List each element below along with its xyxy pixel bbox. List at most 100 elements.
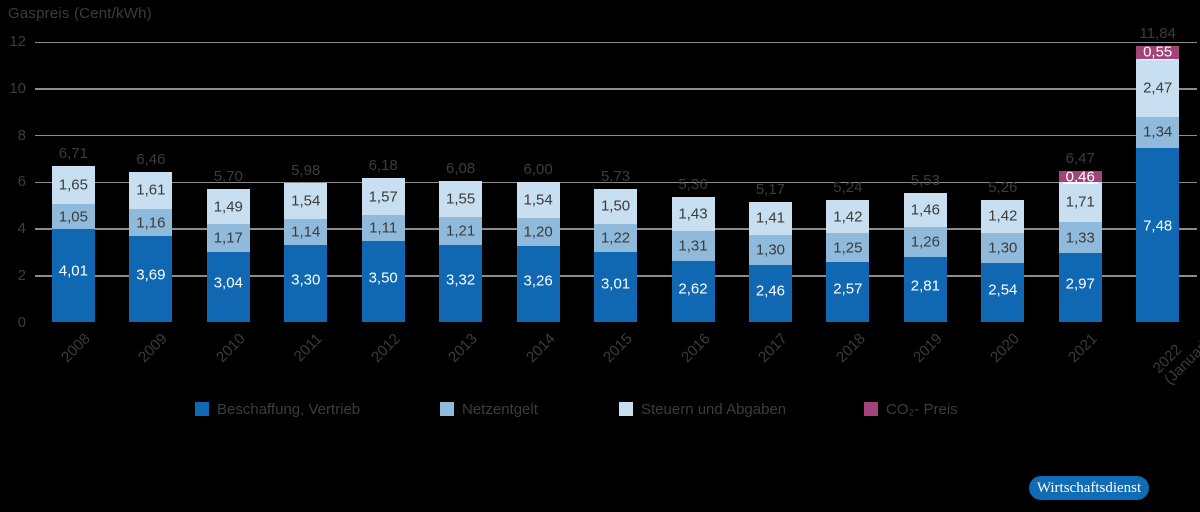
segment-value-label: 1,46 — [910, 201, 940, 219]
y-tick-label: 12 — [9, 33, 26, 51]
bar-total-label: 11,84 — [1139, 25, 1176, 43]
segment-value-label: 1,33 — [1065, 229, 1095, 247]
segment-value-label: 2,47 — [1143, 79, 1173, 97]
segment-value-label: 1,31 — [678, 237, 708, 255]
segment-value-label: 2,54 — [988, 281, 1018, 299]
gridline — [35, 88, 1197, 90]
gridline — [35, 41, 1197, 44]
bar-segment-beschaffung: 2,54 — [981, 263, 1025, 323]
segment-value-label: 1,42 — [833, 208, 863, 226]
y-tick-label: 4 — [17, 220, 26, 238]
segment-value-label: 1,21 — [446, 222, 476, 240]
gridline — [35, 181, 1197, 184]
segment-value-label: 1,57 — [368, 188, 398, 206]
bar-total-label: 5,98 — [291, 161, 321, 179]
segment-value-label: 0,46 — [1065, 168, 1095, 186]
y-tick-label: 6 — [17, 173, 26, 191]
bar-segment-steuern: 1,42 — [981, 199, 1025, 233]
bar-total-label: 5,24 — [833, 179, 863, 197]
bar-segment-steuern: 1,65 — [51, 165, 95, 205]
bar-segment-beschaffung: 3,04 — [206, 251, 250, 323]
bar-segment-steuern: 1,55 — [439, 180, 483, 217]
bar-total-label: 5,26 — [988, 178, 1018, 196]
bar-segment-steuern: 1,61 — [129, 171, 173, 210]
bar-total-label: 5,36 — [678, 176, 708, 194]
gridline — [35, 134, 1197, 137]
legend-item-co2: CO₂- Preis — [864, 401, 958, 418]
bar-total-label: 6,08 — [446, 159, 476, 177]
bar-segment-netzentgelt: 1,16 — [129, 209, 173, 237]
bar-total-label: 5,17 — [755, 180, 786, 198]
segment-value-label: 1,30 — [755, 241, 786, 259]
bar-segment-steuern: 1,57 — [361, 178, 405, 215]
segment-value-label: 1,42 — [988, 207, 1018, 225]
bar-total-label: 6,00 — [523, 161, 553, 179]
bar-segment-netzentgelt: 1,34 — [1136, 116, 1180, 148]
bar-total-label: 5,73 — [600, 167, 631, 185]
segment-value-label: 1,17 — [213, 229, 243, 247]
segment-value-label: 3,26 — [523, 272, 553, 290]
bar-segment-netzentgelt: 1,33 — [1058, 222, 1102, 254]
bar-segment-steuern: 1,46 — [903, 193, 947, 228]
bar-segment-beschaffung: 3,32 — [439, 244, 483, 323]
segment-value-label: 1,11 — [369, 219, 398, 237]
bar-segment-beschaffung: 2,81 — [903, 256, 947, 323]
bar-segment-beschaffung: 7,48 — [1136, 147, 1180, 323]
x-tick-text: 2008 — [58, 330, 94, 366]
bar-segment-beschaffung: 3,50 — [361, 240, 405, 323]
bar-segment-netzentgelt: 1,31 — [671, 230, 715, 262]
segment-value-label: 7,48 — [1143, 217, 1173, 235]
bar-segment-co2: 0,46 — [1058, 169, 1102, 184]
x-tick-text: 2010 — [212, 330, 249, 366]
legend-swatch — [195, 402, 209, 416]
bar-segment-steuern: 1,49 — [206, 189, 250, 225]
segment-value-label: 1,34 — [1143, 123, 1173, 141]
segment-value-label: 3,69 — [136, 266, 166, 284]
legend-label: Beschaffung, Vertrieb — [217, 400, 361, 418]
segment-value-label: 1,43 — [678, 205, 708, 223]
legend-item-steuern: Steuern und Abgaben — [619, 401, 786, 418]
x-tick-text: 2013 — [445, 330, 481, 366]
segment-value-label: 1,50 — [600, 197, 631, 215]
segment-value-label: 2,62 — [678, 280, 708, 298]
segment-value-label: 3,01 — [600, 275, 631, 293]
bar-segment-netzentgelt: 1,20 — [516, 218, 560, 247]
segment-value-label: 1,26 — [910, 233, 940, 251]
bar-segment-netzentgelt: 1,05 — [51, 204, 95, 229]
co2-label-underline — [1062, 182, 1098, 184]
bar-segment-netzentgelt: 1,30 — [748, 234, 792, 266]
y-tick-label: 0 — [17, 313, 26, 331]
segment-value-label: 2,81 — [910, 277, 940, 295]
x-tick-text: 2021 — [1064, 330, 1101, 366]
wirtschaftsdienst-badge: Wirtschaftsdienst — [1029, 476, 1149, 500]
segment-value-label: 1,20 — [523, 223, 553, 241]
bar-segment-beschaffung: 3,01 — [594, 252, 638, 323]
x-tick-text: 2009 — [135, 330, 172, 366]
segment-value-label: 1,65 — [58, 176, 88, 194]
y-tick-label: 10 — [9, 80, 26, 97]
x-tick-text: 2011 — [291, 330, 327, 366]
bar-segment-steuern: 1,41 — [748, 201, 792, 235]
bar-segment-netzentgelt: 1,21 — [439, 216, 483, 245]
bar-segment-beschaffung: 4,01 — [51, 228, 95, 323]
chart-title: Gaspreis (Cent/kWh) — [8, 5, 152, 22]
segment-value-label: 1,54 — [291, 192, 321, 210]
x-tick-text: 2014 — [522, 330, 559, 366]
y-tick-label: 2 — [17, 266, 26, 284]
bar-total-label: 5,70 — [213, 168, 243, 186]
segment-value-label: 0,55 — [1143, 43, 1173, 61]
bar-segment-steuern: 1,71 — [1058, 182, 1102, 223]
bar-segment-steuern: 1,50 — [594, 188, 638, 224]
legend-item-netzentgelt: Netzentgelt — [440, 401, 538, 418]
bar-segment-beschaffung: 3,30 — [284, 245, 328, 323]
bar-total-label: 6,47 — [1065, 150, 1095, 168]
bar-total-label: 6,46 — [136, 150, 166, 168]
segment-value-label: 1,14 — [291, 223, 321, 241]
segment-value-label: 1,30 — [988, 239, 1018, 257]
segment-value-label: 2,46 — [755, 282, 786, 300]
bar-segment-netzentgelt: 1,17 — [206, 224, 250, 252]
bar-total-label: 6,18 — [368, 157, 398, 175]
segment-value-label: 1,61 — [136, 181, 166, 199]
segment-value-label: 3,04 — [213, 274, 243, 292]
segment-value-label: 1,71 — [1065, 193, 1095, 211]
